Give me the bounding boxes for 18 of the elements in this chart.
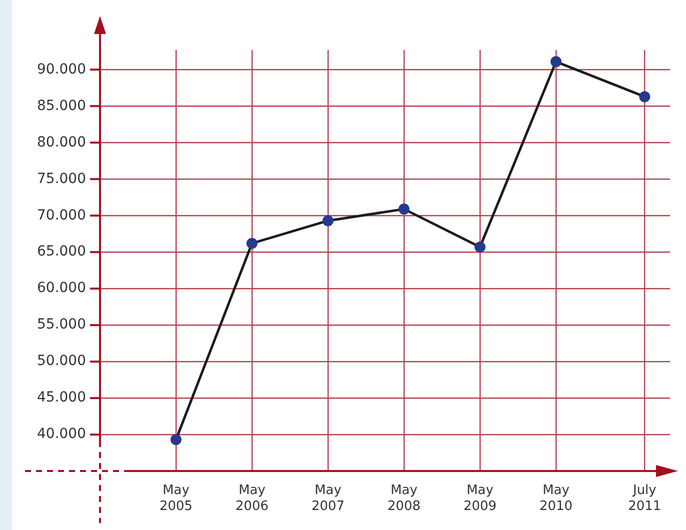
x-tick-label: May 2008 — [387, 483, 421, 514]
y-tick-label: 90.000 — [37, 61, 86, 78]
y-tick-label: 50.000 — [37, 353, 86, 370]
x-tick-label: May 2007 — [311, 483, 345, 514]
y-tick-label: 75.000 — [37, 170, 86, 187]
y-tick-label: 80.000 — [37, 134, 86, 150]
y-tick-label: 40.000 — [37, 426, 86, 442]
x-tick-label: July 2011 — [628, 483, 662, 514]
y-tick-label: 45.000 — [37, 390, 86, 406]
x-tick-label: May 2010 — [539, 483, 573, 514]
x-tick-label: May 2005 — [159, 483, 193, 514]
x-tick-label: May 2006 — [235, 483, 269, 514]
y-tick-label: 85.000 — [37, 98, 86, 114]
y-tick-label: 60.000 — [37, 280, 86, 296]
x-tick-label: May 2009 — [463, 483, 497, 514]
y-tick-label: 65.000 — [37, 244, 86, 260]
y-tick-label: 70.000 — [37, 207, 86, 224]
y-tick-label: 55.000 — [37, 316, 86, 333]
